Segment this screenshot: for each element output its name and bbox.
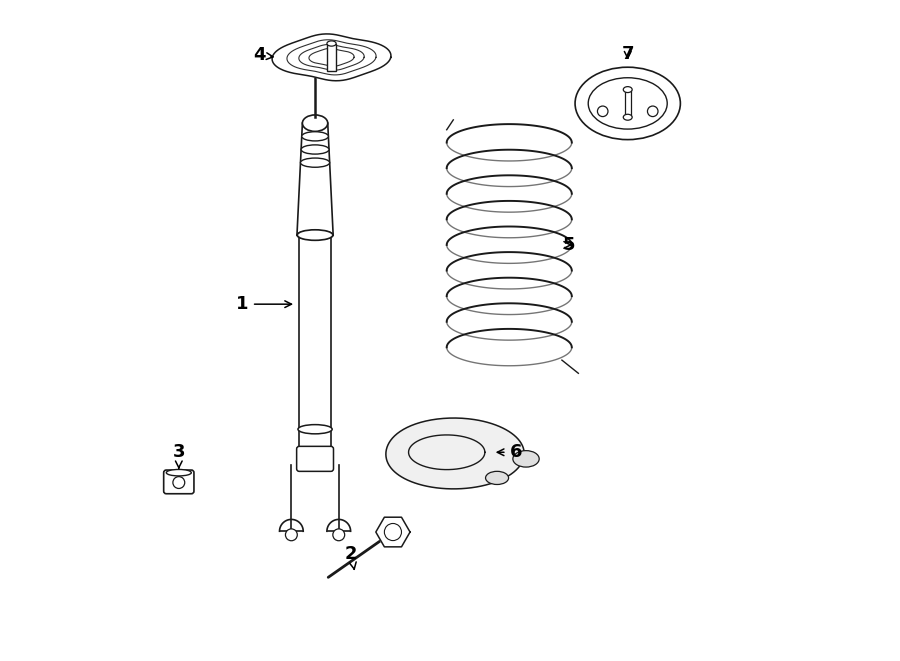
Text: 5: 5 [562,236,575,254]
Polygon shape [272,34,391,81]
Polygon shape [376,517,410,547]
Text: 4: 4 [253,46,273,64]
Ellipse shape [589,78,667,129]
Text: 2: 2 [345,545,357,569]
Circle shape [647,106,658,116]
Text: 7: 7 [622,45,634,63]
Ellipse shape [302,115,328,132]
Bar [625,90,631,117]
Polygon shape [386,418,524,489]
Ellipse shape [327,41,336,46]
Ellipse shape [575,67,680,139]
Text: 3: 3 [173,444,185,468]
Ellipse shape [301,158,329,167]
Circle shape [285,529,297,541]
Ellipse shape [624,87,632,93]
Ellipse shape [298,424,332,434]
Ellipse shape [624,114,632,120]
Ellipse shape [297,230,333,241]
Text: 6: 6 [498,444,522,461]
Circle shape [173,477,184,488]
Ellipse shape [297,231,333,240]
Bar [327,44,336,71]
Ellipse shape [485,471,508,485]
Circle shape [598,106,608,116]
Ellipse shape [302,132,328,141]
Text: 1: 1 [237,295,292,313]
FancyBboxPatch shape [297,446,334,471]
Polygon shape [297,123,333,235]
Circle shape [333,529,345,541]
Ellipse shape [302,145,329,154]
Bar [300,235,331,449]
Ellipse shape [166,469,192,476]
Ellipse shape [513,451,539,467]
Circle shape [384,524,401,541]
FancyBboxPatch shape [164,470,194,494]
